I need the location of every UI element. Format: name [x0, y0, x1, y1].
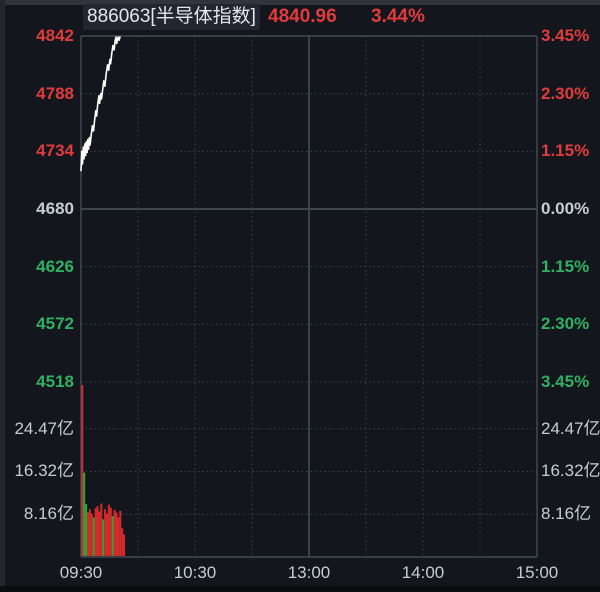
percent-tick-label: 2.30%	[541, 314, 590, 334]
instrument-code-title[interactable]: 886063[半导体指数]	[83, 4, 260, 30]
price-line	[80, 36, 121, 172]
time-tick-label: 09:30	[59, 563, 103, 582]
time-tick-label: 10:30	[173, 563, 217, 582]
time-tick-label: 13:00	[287, 563, 331, 582]
price-tick-label: 4518	[36, 372, 74, 391]
volume-tick-label-right: 16.32亿	[541, 461, 600, 481]
window-left-edge	[0, 0, 5, 592]
percent-tick-label: 2.30%	[541, 83, 590, 103]
volume-bar	[102, 519, 105, 556]
volume-bar	[123, 534, 126, 556]
window-bottom-edge	[0, 586, 600, 592]
volume-tick-label-left: 24.47亿	[14, 418, 74, 438]
volume-tick-label-left: 8.16亿	[23, 504, 74, 524]
volume-bar	[117, 517, 120, 556]
volume-bar	[104, 509, 107, 556]
price-tick-label: 4626	[36, 256, 74, 276]
volume-bar	[100, 503, 103, 556]
volume-tick-label-left: 16.32亿	[14, 461, 74, 481]
time-tick-label: 14:00	[401, 563, 445, 582]
volume-bar	[92, 517, 95, 556]
price-tick-label: 4788	[36, 83, 74, 103]
volume-bar	[119, 510, 122, 556]
volume-bar	[88, 509, 91, 556]
percent-tick-label: 1.15%	[541, 256, 590, 276]
percent-tick-label: 3.45%	[541, 26, 590, 45]
volume-tick-label-right: 24.47亿	[541, 418, 600, 438]
volume-bar	[113, 509, 116, 556]
volume-bar	[98, 511, 101, 556]
volume-bar	[85, 504, 88, 556]
price-tick-label: 4680	[36, 199, 74, 218]
volume-bar	[94, 508, 97, 556]
instrument-title-text: 886063[半导体指数]	[87, 6, 256, 27]
volume-bar	[115, 512, 118, 556]
price-tick-label: 4572	[36, 314, 74, 334]
price-tick-label: 4842	[36, 26, 74, 45]
volume-bar	[109, 507, 112, 556]
volume-bar	[90, 513, 93, 556]
percent-tick-label: 0.00%	[541, 199, 590, 218]
percent-tick-label: 3.45%	[541, 372, 590, 391]
volume-bar	[96, 506, 99, 556]
volume-bar	[81, 385, 84, 556]
volume-tick-label-right: 8.16亿	[541, 504, 592, 524]
window-top-edge	[0, 0, 600, 5]
time-tick-label: 15:00	[515, 563, 559, 582]
percent-tick-label: 1.15%	[541, 141, 590, 161]
volume-bar	[83, 472, 86, 556]
chart-header: 886063[半导体指数] 4840.96 3.44%	[0, 0, 600, 34]
change-percent-value: 3.44%	[371, 6, 425, 27]
volume-bar	[87, 512, 89, 556]
price-tick-label: 4734	[36, 141, 74, 161]
last-price-value: 4840.96	[268, 6, 337, 27]
volume-bar	[106, 513, 108, 556]
volume-bar	[111, 516, 114, 556]
volume-bar	[121, 528, 124, 556]
volume-bar	[107, 504, 110, 556]
